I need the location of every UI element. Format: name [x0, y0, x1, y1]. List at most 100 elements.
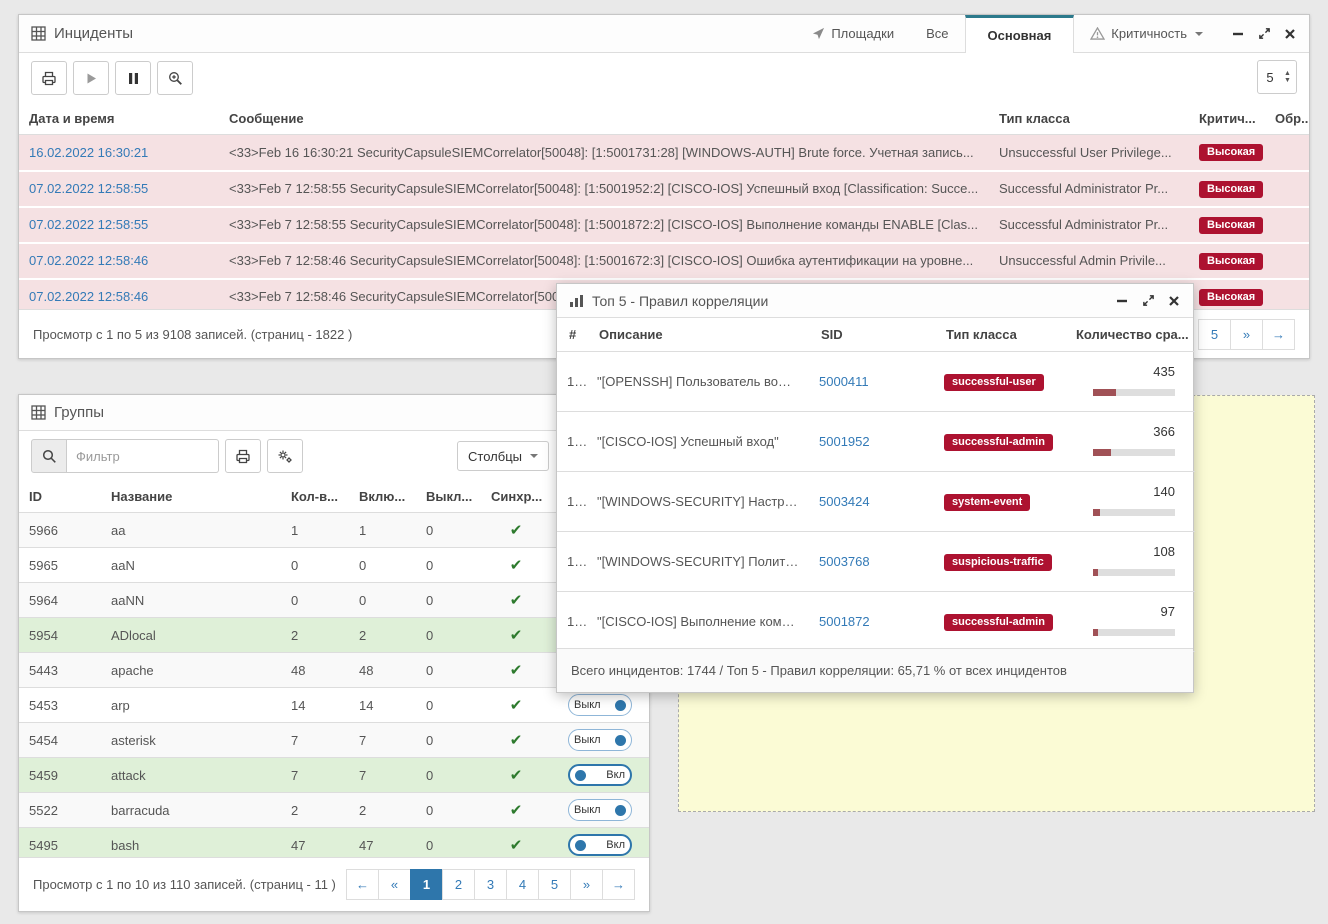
rule-sid-link[interactable]: 5000411: [819, 374, 869, 389]
column-header[interactable]: Описание: [587, 318, 809, 352]
sites-button[interactable]: Площадки: [796, 15, 910, 52]
group-enabled-count: 7: [349, 722, 416, 758]
tab-main-active[interactable]: Основная: [964, 15, 1075, 53]
group-total: 2: [281, 617, 349, 653]
column-header[interactable]: Кол-в...: [281, 481, 349, 513]
group-row[interactable]: 5964 aaNN 0 0 0 ✔: [19, 582, 649, 618]
columns-button[interactable]: Столбцы: [457, 441, 549, 471]
group-row[interactable]: 5495 bash 47 47 0 ✔ Вкл: [19, 827, 649, 863]
group-enabled-count: 1: [349, 512, 416, 548]
rule-count: 97: [1160, 604, 1175, 619]
pagination-button[interactable]: 2: [442, 869, 475, 900]
incident-row[interactable]: 16.02.2022 16:30:21 <33>Feb 16 16:30:21 S…: [19, 134, 1309, 172]
pagination-button[interactable]: «: [378, 869, 411, 900]
incident-date-link[interactable]: 07.02.2022 12:58:46: [29, 289, 149, 304]
column-header[interactable]: ID: [19, 481, 101, 513]
close-icon[interactable]: [1277, 21, 1303, 47]
panel-title: Топ 5 - Правил корреляции: [592, 292, 769, 309]
settings-gears-icon[interactable]: [267, 439, 303, 473]
group-row[interactable]: 5443 apache 48 48 0 ✔: [19, 652, 649, 688]
rule-count: 435: [1153, 364, 1175, 379]
column-header[interactable]: Тип класса: [989, 103, 1189, 135]
sync-check-icon: ✔: [509, 802, 523, 819]
pause-button[interactable]: [115, 61, 151, 95]
criticality-dropdown[interactable]: Критичность: [1074, 15, 1219, 52]
pagination-button[interactable]: 1: [410, 869, 443, 900]
rule-sid-link[interactable]: 5001952: [819, 434, 870, 449]
group-enabled-toggle[interactable]: Выкл: [568, 799, 632, 821]
cursor-icon: [812, 27, 825, 40]
group-row[interactable]: 5522 barracuda 2 2 0 ✔ Выкл: [19, 792, 649, 828]
incidents-pagination: 5» →: [1198, 318, 1295, 350]
groups-pagination: ← «1 2 3 4 5» →: [346, 869, 635, 900]
tab-all[interactable]: Все: [926, 26, 949, 41]
close-icon[interactable]: [1161, 288, 1187, 314]
minimize-button[interactable]: [1225, 21, 1251, 47]
group-row[interactable]: 5966 aa 1 1 0 ✔: [19, 512, 649, 548]
group-enabled-toggle[interactable]: Вкл: [568, 764, 632, 786]
pagination-button[interactable]: 5: [1198, 318, 1231, 350]
pagination-button[interactable]: 3: [474, 869, 507, 900]
column-header[interactable]: Количество сра...: [1064, 318, 1195, 352]
incident-date-link[interactable]: 07.02.2022 12:58:46: [29, 253, 149, 268]
page-size-input[interactable]: 5 ▲ ▼: [1257, 60, 1297, 94]
correlation-rule-row[interactable]: 1... "[WINDOWS-SECURITY] Полити... 5003768…: [557, 531, 1195, 592]
group-row[interactable]: 5954 ADlocal 2 2 0 ✔: [19, 617, 649, 653]
group-total: 0: [281, 547, 349, 583]
incident-row[interactable]: 07.02.2022 12:58:55 <33>Feb 7 12:58:55 Se…: [19, 206, 1309, 244]
zoom-in-icon[interactable]: [157, 61, 193, 95]
column-header[interactable]: Название: [101, 481, 281, 513]
incident-date-link[interactable]: 07.02.2022 12:58:55: [29, 181, 149, 196]
expand-button[interactable]: [1135, 288, 1161, 314]
pagination-button[interactable]: 5: [538, 869, 571, 900]
column-header[interactable]: Критич...: [1189, 103, 1265, 135]
group-enabled-toggle[interactable]: Вкл: [568, 834, 632, 857]
correlation-rule-row[interactable]: 1... "[OPENSSH] Пользователь вош... 500041…: [557, 351, 1195, 412]
pagination-button[interactable]: ←: [346, 869, 379, 900]
print-button[interactable]: [31, 61, 67, 95]
column-header[interactable]: Обр...: [1265, 103, 1309, 135]
group-row[interactable]: 5453 arp 14 14 0 ✔ Выкл: [19, 687, 649, 723]
rule-description: "[CISCO-IOS] Успешный вход": [587, 411, 809, 472]
column-header[interactable]: SID: [809, 318, 934, 352]
spinner-arrows-icon[interactable]: ▲ ▼: [1284, 70, 1291, 84]
correlation-rule-row[interactable]: 1... "[CISCO-IOS] Выполнение кома... 50018…: [557, 591, 1195, 652]
correlation-rule-row[interactable]: 1... "[WINDOWS-SECURITY] Настро... 5003424…: [557, 471, 1195, 532]
incident-row[interactable]: 07.02.2022 12:58:55 <33>Feb 7 12:58:55 Se…: [19, 170, 1309, 208]
group-enabled-toggle[interactable]: Выкл: [568, 694, 632, 716]
column-header[interactable]: Синхр...: [481, 481, 551, 513]
filter-input[interactable]: [67, 439, 219, 473]
pagination-button[interactable]: »: [1230, 318, 1263, 350]
rule-sid-link[interactable]: 5003768: [819, 554, 870, 569]
group-row[interactable]: 5454 asterisk 7 7 0 ✔ Выкл: [19, 722, 649, 758]
incident-date-link[interactable]: 07.02.2022 12:58:55: [29, 217, 149, 232]
incident-date-link[interactable]: 16.02.2022 16:30:21: [29, 144, 149, 160]
column-header[interactable]: Дата и время: [19, 103, 219, 135]
correlation-rule-row[interactable]: 1... "[CISCO-IOS] Успешный вход" 5001952 su…: [557, 411, 1195, 472]
column-header[interactable]: Выкл...: [416, 481, 481, 513]
pagination-button[interactable]: 4: [506, 869, 539, 900]
column-header[interactable]: Сообщение: [219, 103, 989, 135]
rule-rank: 1...: [557, 591, 587, 652]
column-header[interactable]: Тип класса: [934, 318, 1064, 352]
top5-correlation-panel: Топ 5 - Правил корреляции # Описани: [556, 283, 1195, 693]
rule-sid-link[interactable]: 5003424: [819, 494, 870, 509]
group-row[interactable]: 5459 attack 7 7 0 ✔ Вкл: [19, 757, 649, 793]
search-icon[interactable]: [31, 439, 67, 473]
groups-table: ID Название Кол-в... Вклю... Выкл... Синхр...…: [19, 481, 649, 863]
pagination-button[interactable]: →: [1262, 318, 1295, 350]
play-button[interactable]: [73, 61, 109, 95]
minimize-button[interactable]: [1109, 288, 1135, 314]
column-header[interactable]: #: [557, 318, 587, 352]
column-header[interactable]: Вклю...: [349, 481, 416, 513]
group-enabled-toggle[interactable]: Выкл: [568, 729, 632, 751]
pagination-button[interactable]: →: [602, 869, 635, 900]
pagination-button[interactable]: »: [570, 869, 603, 900]
group-row[interactable]: 5965 aaN 0 0 0 ✔: [19, 547, 649, 583]
incident-row[interactable]: 07.02.2022 12:58:46 <33>Feb 7 12:58:46 Se…: [19, 242, 1309, 280]
group-enabled-count: 0: [349, 547, 416, 583]
expand-button[interactable]: [1251, 21, 1277, 47]
group-name: aa: [101, 512, 281, 548]
rule-sid-link[interactable]: 5001872: [819, 614, 870, 629]
print-button[interactable]: [225, 439, 261, 473]
